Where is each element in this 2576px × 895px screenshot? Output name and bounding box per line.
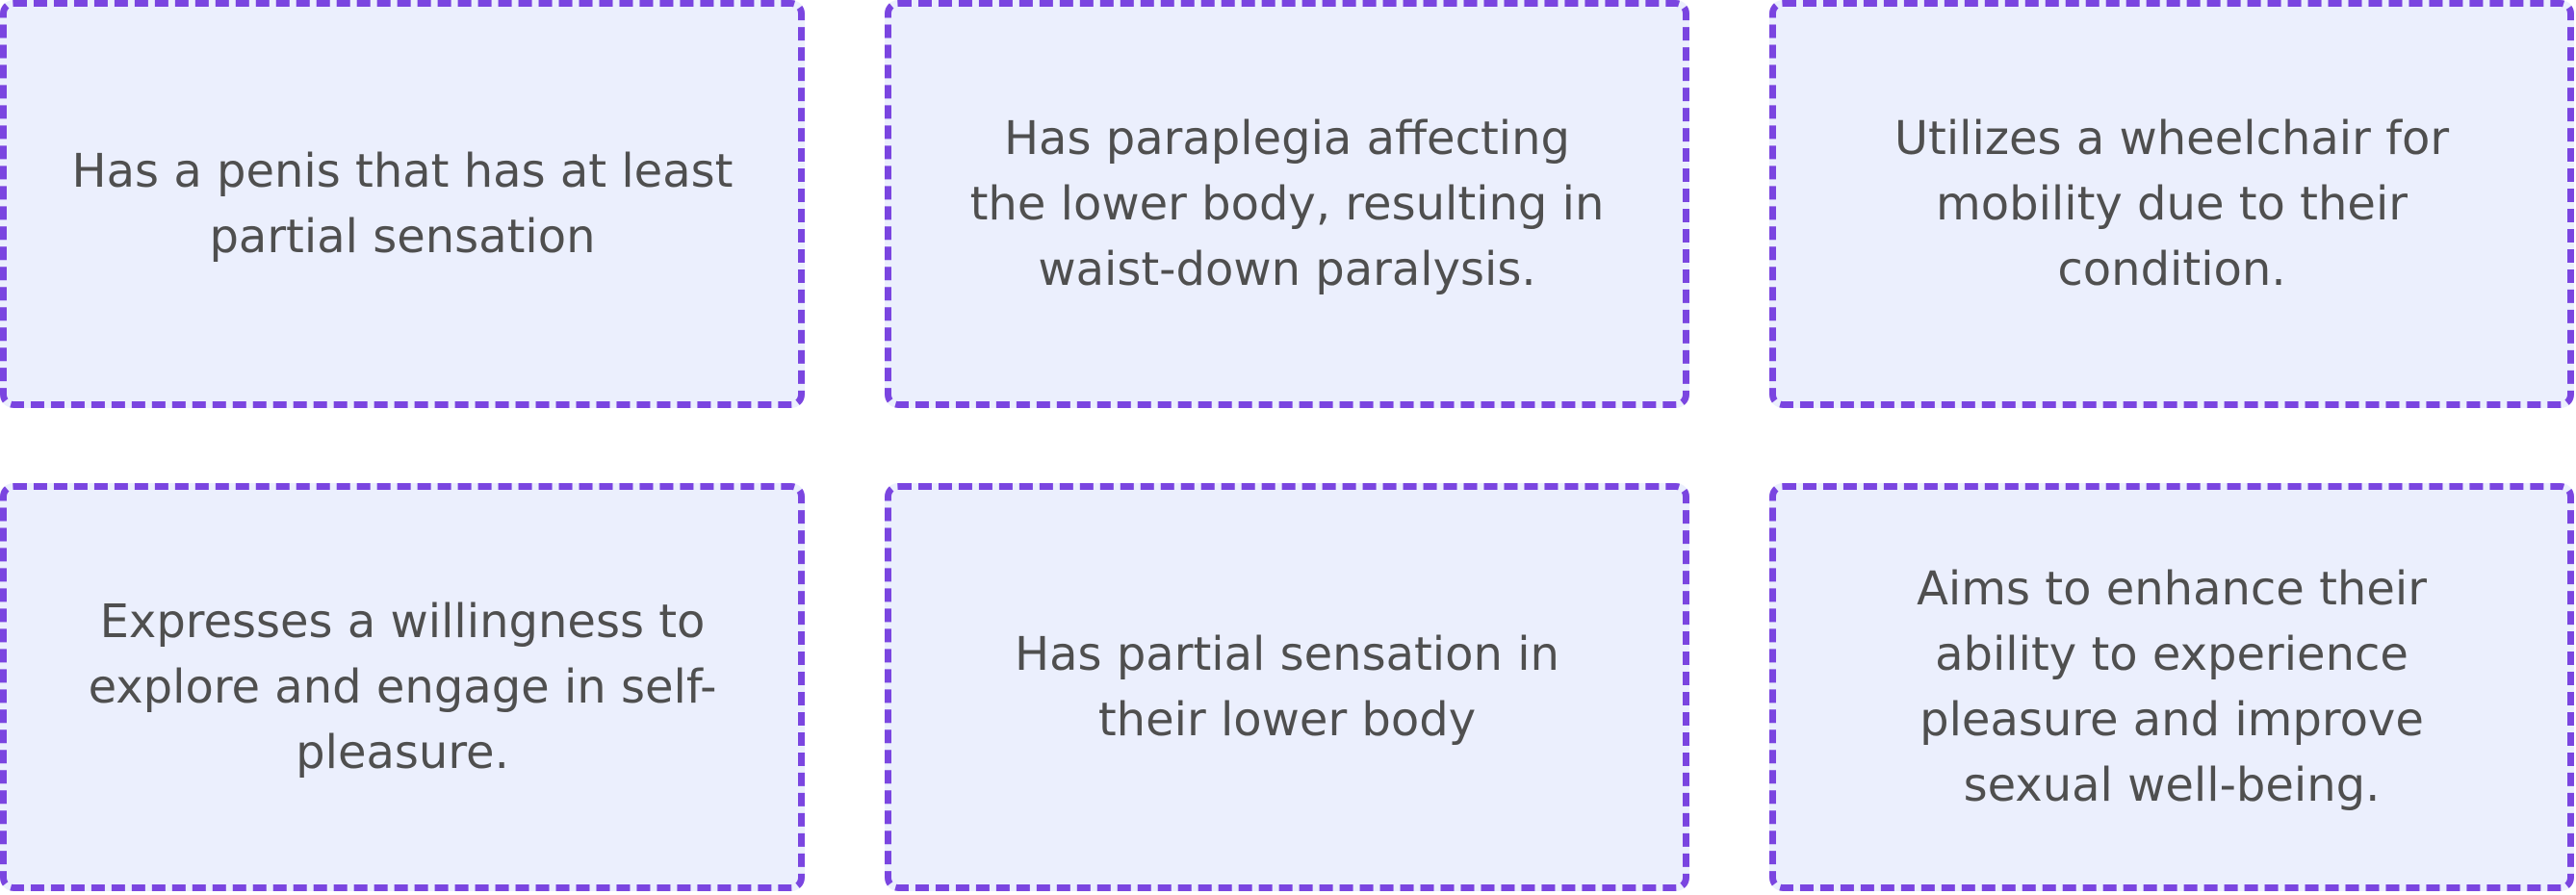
characteristic-text: Expresses a willingness to explore and e… (88, 595, 717, 780)
characteristic-text: Utilizes a wheelchair for mobility due t… (1893, 112, 2450, 296)
characteristic-card: Has a penis that has at least partial se… (0, 0, 805, 408)
characteristic-text: Has a penis that has at least partial se… (71, 144, 734, 264)
characteristic-card: Has paraplegia affecting the lower body,… (885, 0, 1689, 408)
characteristic-text: Aims to enhance their ability to experie… (1917, 562, 2427, 812)
characteristic-card: Expresses a willingness to explore and e… (0, 483, 805, 891)
characteristic-card: Has partial sensation in their lower bod… (885, 483, 1689, 891)
characteristic-text: Has paraplegia affecting the lower body,… (969, 112, 1605, 296)
characteristic-card: Utilizes a wheelchair for mobility due t… (1769, 0, 2574, 408)
characteristic-card: Aims to enhance their ability to experie… (1769, 483, 2574, 891)
characteristic-text: Has partial sensation in their lower bod… (1015, 627, 1559, 747)
